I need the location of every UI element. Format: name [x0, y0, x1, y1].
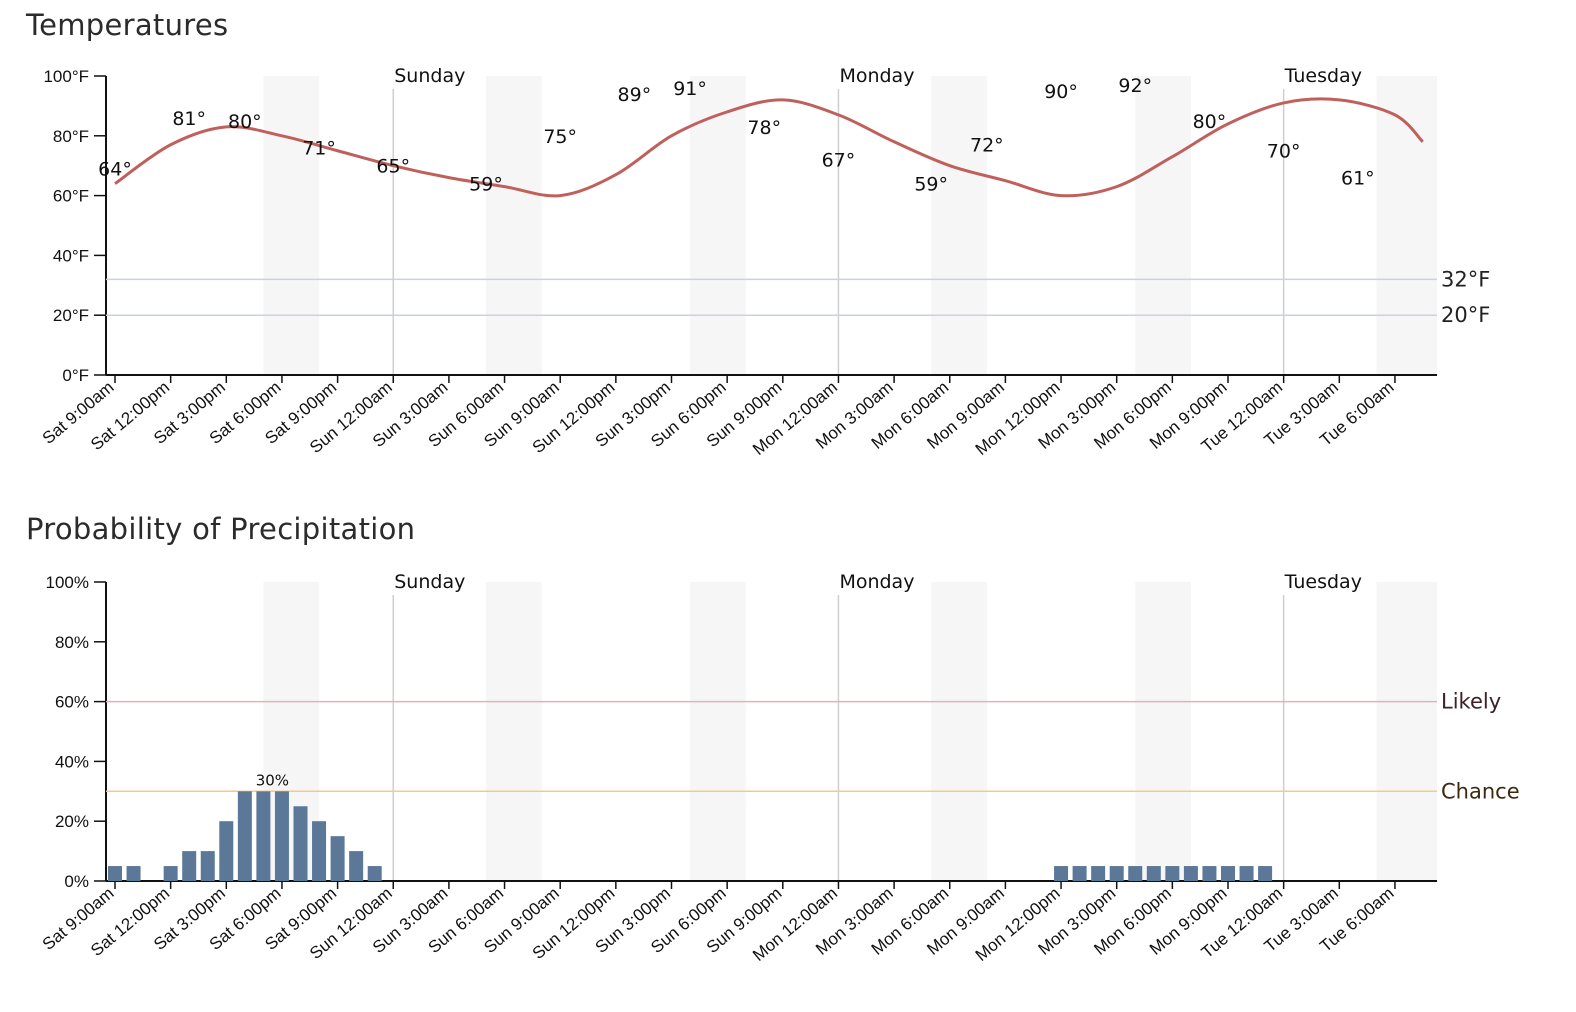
night-band	[690, 582, 746, 881]
precipitation-bar	[274, 791, 289, 881]
temperature-line	[114, 97, 1424, 198]
y-tick-label: 20°F	[53, 306, 89, 325]
temperature-label: 91°	[673, 78, 707, 100]
precipitation-bar	[163, 866, 178, 881]
night-band	[931, 582, 987, 881]
temperature-label: 92°	[1118, 75, 1152, 97]
y-tick-label: 40%	[55, 752, 89, 771]
night-band	[1135, 582, 1191, 881]
precipitation-title: Probability of Precipitation	[26, 512, 416, 546]
precipitation-bar	[330, 836, 345, 881]
precipitation-bar	[1072, 866, 1087, 881]
temperature-label: 89°	[618, 84, 652, 106]
temperature-label: 75°	[543, 126, 577, 148]
day-label: Sunday	[394, 571, 465, 593]
precipitation-bar	[367, 866, 382, 881]
peak-label: 30%	[256, 771, 289, 789]
y-tick-label: 80%	[55, 633, 89, 652]
temperature-label: 65°	[376, 156, 410, 178]
night-band	[1135, 76, 1191, 375]
temperatures-title: Temperatures	[26, 8, 229, 42]
temperature-label: 67°	[822, 150, 856, 172]
precipitation-bar	[293, 806, 308, 881]
precipitation-bar	[256, 791, 271, 881]
night-band	[690, 76, 746, 375]
reference-label: 32°F	[1441, 267, 1490, 291]
temperature-label: 80°	[228, 111, 262, 133]
day-label: Monday	[839, 65, 914, 87]
night-band	[486, 76, 542, 375]
precipitation-bar	[1128, 866, 1143, 881]
temperature-label: 70°	[1267, 141, 1301, 163]
precipitation-bar	[1239, 866, 1254, 881]
precipitation-bar	[108, 866, 122, 881]
night-band	[263, 76, 320, 375]
precipitation-bar	[1054, 866, 1069, 881]
precipitation-bar	[182, 851, 197, 881]
precipitation-bar	[237, 791, 252, 881]
temperature-label: 80°	[1193, 111, 1227, 133]
night-band	[1376, 582, 1437, 881]
day-label: Sunday	[394, 65, 465, 87]
precipitation-bar	[1221, 866, 1235, 881]
precipitation-bar	[1091, 866, 1106, 881]
temperature-label: 78°	[747, 117, 781, 139]
y-tick-label: 0°F	[62, 366, 89, 385]
temperature-chart: Sunday Monday Tuesday 100°F 80°F 60°F 40°F 20°F…	[39, 65, 1491, 459]
day-label: Monday	[839, 571, 914, 593]
day-label: Tuesday	[1284, 65, 1362, 87]
night-band	[263, 582, 320, 881]
temperature-label: 59°	[914, 174, 948, 196]
y-tick-label: 60°F	[53, 187, 89, 206]
precipitation-bar	[312, 821, 327, 881]
precipitation-bar	[1258, 866, 1273, 881]
y-tick-label: 0%	[64, 872, 89, 891]
precipitation-bar	[1183, 866, 1198, 881]
temperature-label: 61°	[1341, 168, 1375, 190]
night-band	[486, 582, 542, 881]
day-label: Tuesday	[1284, 571, 1362, 593]
temperature-label: 90°	[1044, 81, 1078, 103]
night-band	[1376, 76, 1437, 375]
temperature-label: 64°	[98, 159, 132, 181]
precipitation-bar	[126, 866, 141, 881]
precipitation-bar	[1165, 866, 1180, 881]
reference-label: Likely	[1441, 690, 1501, 714]
precipitation-bar	[1202, 866, 1217, 881]
night-band	[931, 76, 987, 375]
y-tick-label: 40°F	[53, 246, 89, 265]
precipitation-bar	[219, 821, 234, 881]
reference-label: Chance	[1441, 779, 1520, 803]
precipitation-bar	[1109, 866, 1124, 881]
y-tick-label: 100°F	[43, 67, 89, 86]
y-tick-label: 100%	[46, 573, 89, 592]
y-tick-label: 20%	[55, 812, 89, 831]
precipitation-bar	[349, 851, 364, 881]
y-tick-label: 80°F	[53, 127, 89, 146]
precipitation-chart: Sunday Monday Tuesday100%80%60%40%20%0%Sat…	[39, 571, 1520, 965]
temperature-label: 71°	[302, 138, 336, 160]
precipitation-bar	[200, 851, 215, 881]
temperature-label: 72°	[970, 135, 1004, 157]
reference-label: 20°F	[1441, 303, 1490, 327]
y-tick-label: 60%	[55, 693, 89, 712]
temperature-label: 59°	[469, 174, 503, 196]
precipitation-bar	[1146, 866, 1161, 881]
temperature-label: 81°	[172, 108, 206, 130]
